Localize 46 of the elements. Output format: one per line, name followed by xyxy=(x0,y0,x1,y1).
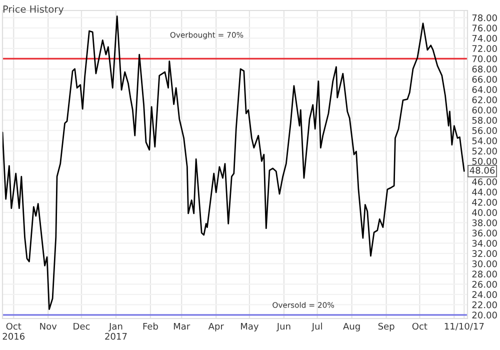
y-tick-label: 36.00 xyxy=(472,230,497,236)
line-series xyxy=(2,15,465,310)
y-tick-label: 52.00 xyxy=(472,148,497,154)
y-tick-label: 60.00 xyxy=(472,106,497,114)
y-tick-label: 76.00 xyxy=(472,24,497,32)
y-tick-label: 20.00 xyxy=(472,312,497,318)
y-tick-label: 46.00 xyxy=(472,178,497,186)
y-tick-label: 68.00 xyxy=(472,66,497,72)
x-tick-label: Mar xyxy=(174,322,190,330)
y-tick-label: 78.00 xyxy=(472,14,497,22)
x-tick-label: Apr xyxy=(208,322,224,332)
y-tick-label: 28.00 xyxy=(472,270,497,278)
y-tick-label: 56.00 xyxy=(472,127,497,134)
x-tick-label: Oct 2016 xyxy=(2,322,25,340)
x-tick-label: Aug xyxy=(343,322,360,332)
y-tick-label: 64.00 xyxy=(472,86,497,93)
x-tick-label: Jun xyxy=(276,322,290,332)
y-tick-label: 70.00 xyxy=(472,55,497,62)
y-tick-label: 54.00 xyxy=(472,137,497,144)
y-tick-label: 58.00 xyxy=(472,116,497,124)
y-tick-label: 30.00 xyxy=(472,260,497,268)
x-tick-label: Jan 2017 xyxy=(105,322,127,340)
x-tick-label: Oct xyxy=(412,322,428,330)
y-tick-label: 66.00 xyxy=(472,76,497,83)
x-tick-label: Nov xyxy=(40,322,57,330)
annotation: 48.06 xyxy=(470,166,495,174)
y-tick-label: 50.00 xyxy=(472,158,497,165)
y-tick-label: 62.00 xyxy=(472,96,497,104)
x-tick-label: Dec xyxy=(74,322,90,330)
y-tick-label: 34.00 xyxy=(472,240,497,247)
y-tick-label: 42.00 xyxy=(472,198,497,206)
x-tick-label: 11/10/17 xyxy=(444,322,484,330)
x-tick-label: Sep xyxy=(378,322,394,332)
y-tick-label: 72.00 xyxy=(472,45,497,52)
y-tick-label: 32.00 xyxy=(472,250,497,257)
x-tick-label: Feb xyxy=(143,322,158,330)
x-tick-label: Jul xyxy=(311,322,322,332)
y-tick-label: 24.00 xyxy=(472,291,497,298)
x-tick-label: May xyxy=(241,322,259,332)
y-tick-label: 44.00 xyxy=(472,188,497,196)
y-tick-label: 38.00 xyxy=(472,219,497,226)
annotation: Price History xyxy=(3,5,64,15)
y-tick-label: 26.00 xyxy=(472,280,497,288)
y-tick-label: 74.00 xyxy=(472,34,497,42)
y-tick-label: 22.00 xyxy=(472,301,497,308)
y-tick-label: 40.00 xyxy=(472,209,497,216)
